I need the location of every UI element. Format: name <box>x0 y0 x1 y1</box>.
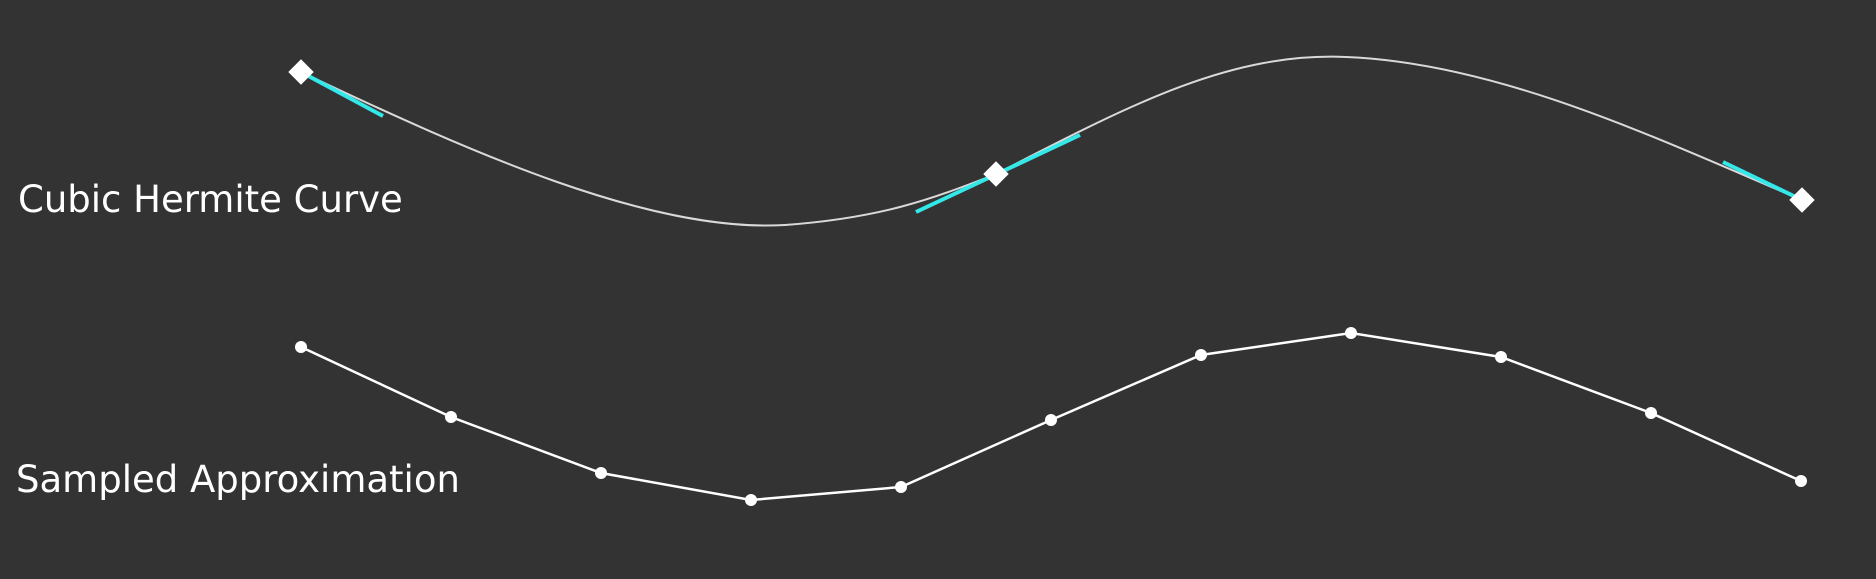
sample-point-10 <box>1645 407 1657 419</box>
hermite-curve <box>300 55 1803 227</box>
sample-point-9 <box>1495 351 1507 363</box>
tangent-handle-end <box>1722 160 1803 202</box>
sample-point-2 <box>445 411 457 423</box>
sample-point-4 <box>745 494 757 506</box>
sample-point-7 <box>1195 349 1207 361</box>
sample-point-8 <box>1345 327 1357 339</box>
control-point-start <box>288 59 314 85</box>
sampled-approximation-label: Sampled Approximation <box>16 458 460 501</box>
tangent-handle-start <box>300 70 384 118</box>
sample-point-11 <box>1795 475 1807 487</box>
sample-point-1 <box>295 341 307 353</box>
sample-point-6 <box>1045 414 1057 426</box>
hermite-curve-label: Cubic Hermite Curve <box>18 178 403 221</box>
sample-point-3 <box>595 467 607 479</box>
control-point-middle <box>983 161 1009 187</box>
control-point-end <box>1789 187 1815 213</box>
sample-point-5 <box>895 481 907 493</box>
